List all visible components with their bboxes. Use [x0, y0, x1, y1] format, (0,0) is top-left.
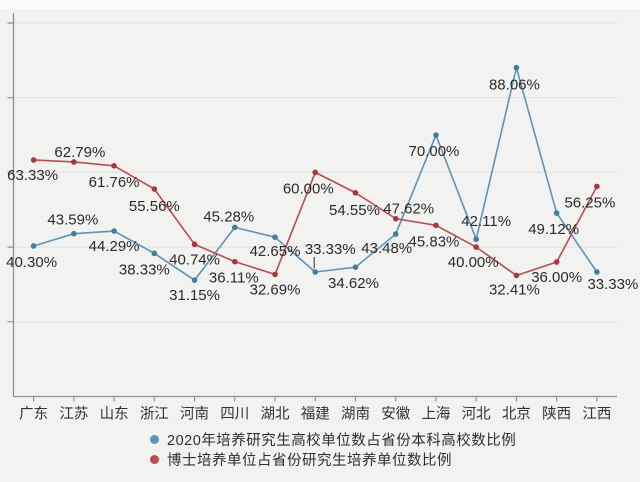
data-point	[272, 234, 278, 241]
data-point	[151, 250, 158, 257]
top-margin	[0, 0, 640, 9]
data-point	[312, 269, 319, 275]
x-axis-label: 四川	[220, 407, 249, 423]
data-label: 61.76%	[89, 174, 140, 191]
data-label: 43.59%	[47, 212, 98, 229]
data-point	[594, 269, 600, 275]
x-axis-label: 山东	[100, 406, 129, 423]
legend-label: 博士培养单位占省份研究生培养单位数比例	[167, 453, 452, 469]
data-label: 70.00%	[409, 143, 460, 160]
data-point	[30, 243, 37, 249]
data-point	[272, 271, 278, 278]
legend-item-doctoral-ratio: 博士培养单位占省份研究生培养单位数比例	[150, 450, 516, 469]
legend-label: 2020年培养研究生高校单位数占省份本科高校数比例	[167, 433, 517, 449]
data-point	[513, 272, 520, 279]
x-axis-label: 江西	[582, 406, 611, 423]
data-label: 43.48%	[361, 240, 412, 257]
data-label: 32.41%	[489, 281, 540, 298]
data-point	[71, 159, 77, 165]
data-label: 55.56%	[129, 198, 180, 215]
data-point	[191, 241, 198, 248]
data-label: 45.28%	[203, 208, 254, 225]
legend-marker-circle-icon	[150, 455, 159, 464]
data-label: 38.33%	[119, 261, 170, 278]
x-axis-label: 江苏	[59, 406, 88, 423]
data-label: 31.15%	[169, 287, 220, 304]
data-point	[594, 183, 600, 190]
data-point	[473, 236, 479, 243]
data-label: 40.00%	[448, 254, 499, 271]
x-axis-label: 河北	[462, 406, 491, 423]
data-label: 44.29%	[89, 238, 140, 255]
x-axis-label: 上海	[421, 406, 450, 423]
x-axis-label: 湖北	[261, 406, 290, 423]
x-axis-label: 北京	[502, 406, 531, 423]
data-label: 60.00%	[283, 180, 334, 197]
data-label: 40.30%	[6, 254, 57, 271]
x-axis-label: 福建	[301, 406, 330, 423]
data-label: 40.74%	[169, 251, 220, 268]
data-point	[191, 277, 198, 283]
data-label: 54.55%	[329, 202, 380, 219]
data-point	[151, 186, 158, 192]
data-label: 88.06%	[489, 77, 540, 94]
data-label: 45.83%	[409, 233, 460, 250]
x-axis-label: 安徽	[381, 406, 410, 423]
data-label: 49.12%	[528, 221, 579, 238]
data-label: 33.33%	[587, 276, 638, 293]
x-axis-label: 广东	[19, 406, 48, 423]
x-axis-label: 浙江	[140, 406, 169, 423]
legend-item-undergrad-ratio: 2020年培养研究生高校单位数占省份本科高校数比例	[150, 430, 516, 449]
data-label: 33.33%	[305, 241, 356, 258]
data-point	[312, 169, 319, 176]
data-point	[513, 64, 520, 71]
x-axis-label: 河南	[180, 406, 209, 423]
data-label: 42.65%	[250, 243, 301, 260]
data-label: 36.11%	[209, 270, 259, 287]
data-point	[553, 210, 560, 216]
data-label: 36.00%	[531, 269, 582, 286]
data-point	[111, 163, 117, 169]
data-point	[392, 215, 399, 222]
data-label: 62.79%	[54, 144, 105, 161]
data-point	[433, 132, 439, 138]
data-label: 34.62%	[328, 275, 379, 292]
data-point	[231, 258, 238, 265]
data-point	[30, 157, 37, 163]
x-axis-label: 陕西	[542, 406, 571, 423]
data-point	[433, 222, 439, 229]
x-axis-label: 湖南	[341, 406, 370, 423]
data-point	[231, 224, 238, 231]
data-point	[111, 228, 117, 234]
legend-marker-circle-icon	[150, 435, 159, 444]
data-point	[71, 230, 77, 237]
data-label: 32.69%	[250, 281, 301, 298]
data-label: 56.25%	[564, 194, 615, 211]
data-label: 42.11%	[461, 213, 511, 230]
data-point	[473, 244, 479, 250]
data-point	[553, 259, 560, 265]
data-point	[392, 231, 399, 237]
data-point	[352, 264, 359, 270]
data-label: 63.33%	[7, 167, 58, 184]
data-label: 47.62%	[383, 201, 434, 218]
data-point	[352, 189, 359, 196]
chart-legend: 2020年培养研究生高校单位数占省份本科高校数比例 博士培养单位占省份研究生培养…	[150, 430, 516, 469]
